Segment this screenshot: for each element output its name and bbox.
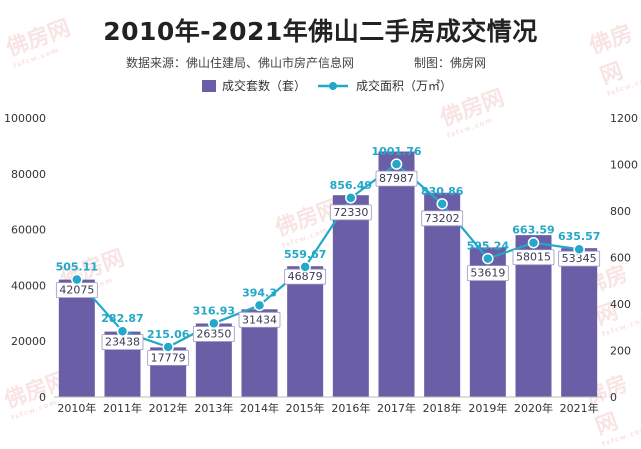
bar-label-box [375,170,418,187]
bar-data-label: 53619 [470,267,505,280]
x-tick-label: 2012年 [149,401,188,415]
chart-page: 2010年-2021年佛山二手房成交情况 数据来源：佛山住建局、佛山市房产信息网… [1,16,641,449]
x-tick-label: 2019年 [468,401,507,415]
bar [287,266,324,397]
line-point [345,192,357,204]
x-tick-label: 2010年 [57,401,96,415]
legend-bar-label: 成交套数（套） [222,78,306,93]
y-left-tick-label: 80000 [11,168,46,181]
y-right-tick-label: 1000 [610,159,638,172]
line-data-label: 505.11 [56,261,98,274]
legend-bar-swatch [202,80,216,92]
legend-line-label: 成交面积（万㎡） [356,78,452,93]
line-point [208,317,220,330]
bar [332,195,369,397]
line-data-label: 830.86 [421,185,464,198]
bar-data-label: 53345 [562,252,597,265]
y-right-tick-label: 600 [610,252,631,265]
bar-data-label: 31434 [242,313,277,326]
bar-data-label: 17779 [151,351,186,364]
line-data-label: 316.93 [193,304,235,317]
bar [58,279,95,397]
line-point [253,299,266,312]
x-tick-label: 2014年 [240,401,279,415]
bar [378,151,415,397]
y-left-tick-label: 60000 [11,224,46,237]
line-point [71,273,83,286]
y-right-tick-label: 400 [610,298,631,311]
y-left-tick-label: 0 [39,391,46,404]
y-right-tick-label: 1200 [610,112,638,125]
line-data-label: 394.3 [242,286,277,299]
x-tick-label: 2015年 [286,401,325,415]
x-tick-label: 2018年 [423,401,462,415]
y-right-tick-label: 0 [610,391,617,404]
bar-data-label: 26350 [196,327,231,340]
line-data-label: 595.24 [467,240,510,253]
line-point [573,243,585,255]
bar-data-label: 23438 [105,336,140,349]
bar-label-box [329,204,372,221]
y-left-tick-label: 100000 [4,112,46,125]
bar-data-label: 87987 [379,172,414,185]
bar-data-label: 46879 [288,270,323,283]
x-tick-label: 2013年 [194,401,233,415]
line-data-label: 856.49 [330,179,372,192]
bar-data-label: 58015 [516,251,551,264]
line-point [436,198,448,210]
y-right-tick-label: 200 [610,345,631,358]
chart-credit: 制图：佛房网 [414,56,487,70]
combo-chart: 成交套数（套） 成交面积（万㎡） 0 20000 40000 60000 80000 1000… [4,78,638,415]
bar-data-label: 42075 [59,284,94,297]
line-data-label: 215.06 [147,328,190,341]
x-tick-label: 2016年 [331,401,370,415]
line-data-label: 663.59 [512,224,554,237]
bar-label-box [512,249,555,266]
line-data-label: 1001.76 [371,145,421,158]
y-right-tick-label: 800 [610,205,631,218]
bar [424,192,461,397]
line-point [299,261,311,273]
line-data-label: 635.57 [558,230,600,243]
bar-label-box [466,265,509,282]
x-tick-label: 2011年 [103,401,142,415]
line-point [390,158,403,170]
line-point [162,341,174,353]
line-point [527,236,540,249]
x-tick-label: 2021年 [560,401,599,415]
bar-label-box [421,210,464,227]
data-source: 数据来源：佛山住建局、佛山市房产信息网 [126,56,355,70]
y-left-tick-label: 20000 [11,335,46,348]
line-point [116,325,129,337]
chart-title: 2010年-2021年佛山二手房成交情况 [103,17,538,46]
area-series-line [76,162,580,349]
bar-data-label: 73202 [425,212,460,225]
y-left-tick-label: 40000 [11,279,46,292]
x-tick-label: 2020年 [514,401,553,415]
bar [561,248,598,397]
line-data-label: 559.67 [284,248,326,261]
legend-line-marker [329,82,337,90]
line-point [482,252,494,265]
bar-data-label: 72330 [333,206,368,219]
x-tick-label: 2017年 [377,401,416,415]
line-data-label: 282.87 [101,312,143,325]
bar-label-box [238,311,281,328]
